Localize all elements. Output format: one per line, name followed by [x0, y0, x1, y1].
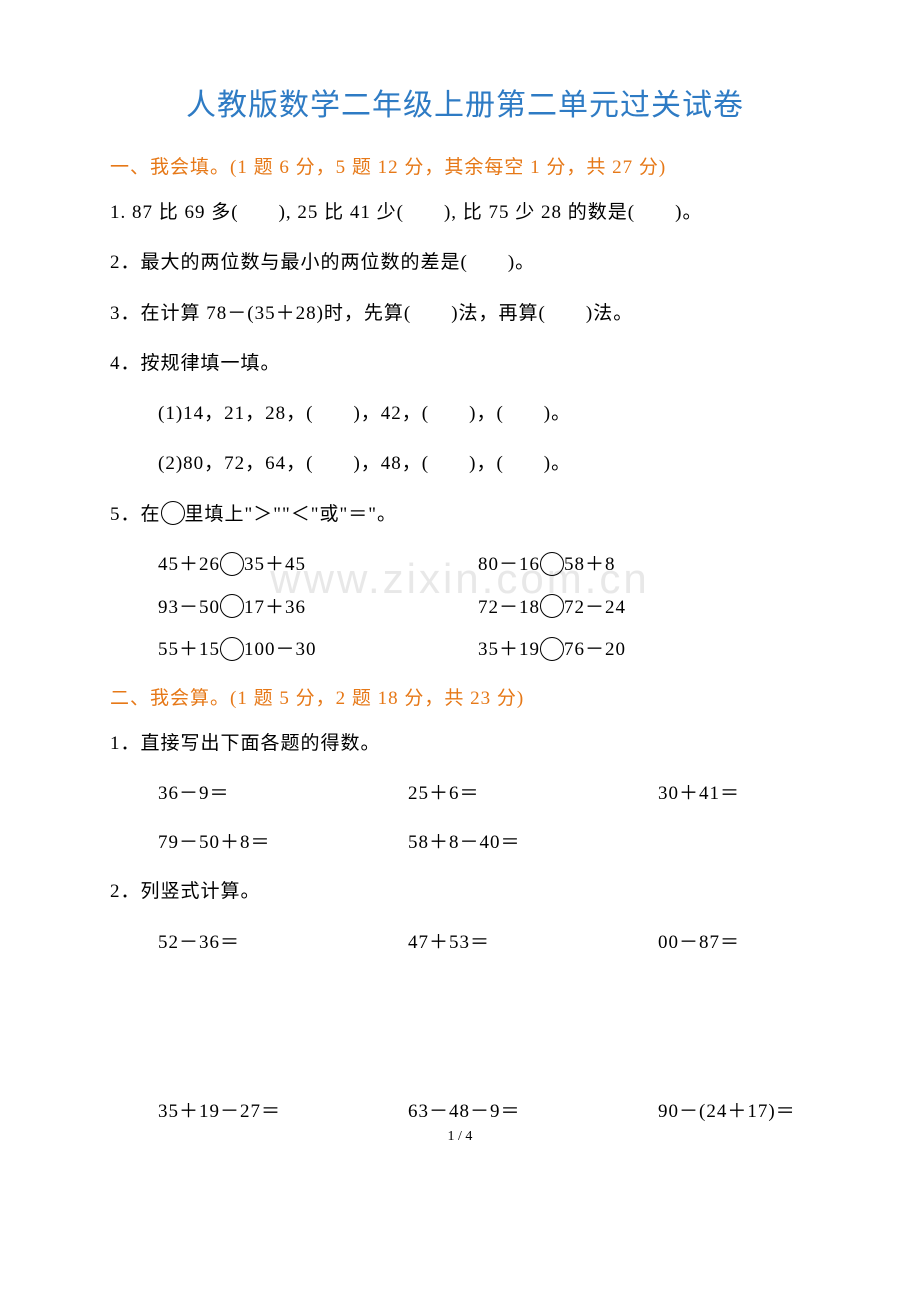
question-1-5: 5．在 里填上"＞""＜"或"＝"。 — [110, 499, 820, 531]
cmp-right-a: 72－18 — [478, 597, 540, 618]
cmp-left-b: 35＋45 — [244, 554, 306, 575]
calc-item: 36－9＝ — [158, 778, 408, 805]
page-title: 人教版数学二年级上册第二单元过关试卷 — [110, 80, 820, 124]
cmp-left-b: 100－30 — [244, 639, 317, 660]
cmp-left-b: 17＋36 — [244, 597, 306, 618]
question-2-1: 1．直接写出下面各题的得数。 — [110, 728, 820, 760]
circle-icon — [540, 594, 564, 618]
calc-item: 58＋8－40＝ — [408, 827, 658, 854]
calc-item: 79－50＋8＝ — [158, 827, 408, 854]
calc-item: 63－48－9＝ — [408, 1096, 658, 1123]
question-1-3: 3．在计算 78－(35＋28)时，先算( )法，再算( )法。 — [110, 298, 820, 330]
calc-item: 47＋53＝ — [408, 927, 658, 954]
cmp-right-b: 76－20 — [564, 639, 626, 660]
cmp-right-a: 35＋19 — [478, 639, 540, 660]
calc-item: 25＋6＝ — [408, 778, 658, 805]
compare-row: 55＋15 100－30 35＋19 76－20 — [158, 634, 820, 663]
calc-row: 79－50＋8＝ 58＋8－40＝ — [158, 827, 820, 854]
circle-icon — [540, 552, 564, 576]
cmp-left-a: 45＋26 — [158, 554, 220, 575]
calc-item: 52－36＝ — [158, 927, 408, 954]
calc-row: 36－9＝ 25＋6＝ 30＋41＝ — [158, 778, 820, 805]
circle-icon — [220, 552, 244, 576]
circle-icon — [220, 637, 244, 661]
calc-item: 35＋19－27＝ — [158, 1096, 408, 1123]
calc-row: 35＋19－27＝ 63－48－9＝ 90－(24＋17)＝ — [158, 1096, 820, 1123]
section1-header: 一、我会填。(1 题 6 分，5 题 12 分，其余每空 1 分，共 27 分) — [110, 152, 820, 179]
cmp-right-b: 72－24 — [564, 597, 626, 618]
calc-block-2: 52－36＝ 47＋53＝ 00－87＝ 35＋19－27＝ 63－48－9＝ … — [110, 927, 820, 1123]
calc-item: 30＋41＝ — [658, 778, 820, 805]
question-1-4: 4．按规律填一填。 — [110, 348, 820, 380]
calc-row: 52－36＝ 47＋53＝ 00－87＝ — [158, 927, 820, 954]
q5-suffix: 里填上"＞""＜"或"＝"。 — [185, 504, 398, 525]
question-1-1: 1. 87 比 69 多( ), 25 比 41 少( ), 比 75 少 28… — [110, 197, 820, 229]
circle-icon — [540, 637, 564, 661]
question-1-4b: (2)80，72，64，( )，48，( )，( )。 — [110, 448, 820, 480]
cmp-right-a: 80－16 — [478, 554, 540, 575]
calc-item: 90－(24＋17)＝ — [658, 1096, 820, 1123]
section2-header: 二、我会算。(1 题 5 分，2 题 18 分，共 23 分) — [110, 683, 820, 710]
question-1-2: 2．最大的两位数与最小的两位数的差是( )。 — [110, 247, 820, 279]
compare-row: 45＋26 35＋45 80－16 58＋8 — [158, 549, 820, 578]
compare-block: 45＋26 35＋45 80－16 58＋8 93－50 17＋36 72－18 72－… — [110, 549, 820, 663]
question-2-2: 2．列竖式计算。 — [110, 876, 820, 908]
question-1-4a: (1)14，21，28，( )，42，( )，( )。 — [110, 398, 820, 430]
circle-icon — [161, 501, 185, 525]
cmp-left-a: 55＋15 — [158, 639, 220, 660]
calc-item: 00－87＝ — [658, 927, 820, 954]
page-number: 1 / 4 — [0, 1129, 920, 1145]
compare-row: 93－50 17＋36 72－18 72－24 — [158, 592, 820, 621]
cmp-right-b: 58＋8 — [564, 554, 616, 575]
circle-icon — [220, 594, 244, 618]
cmp-left-a: 93－50 — [158, 597, 220, 618]
calc-block-1: 36－9＝ 25＋6＝ 30＋41＝ 79－50＋8＝ 58＋8－40＝ — [110, 778, 820, 854]
q5-prefix: 5．在 — [110, 504, 161, 525]
